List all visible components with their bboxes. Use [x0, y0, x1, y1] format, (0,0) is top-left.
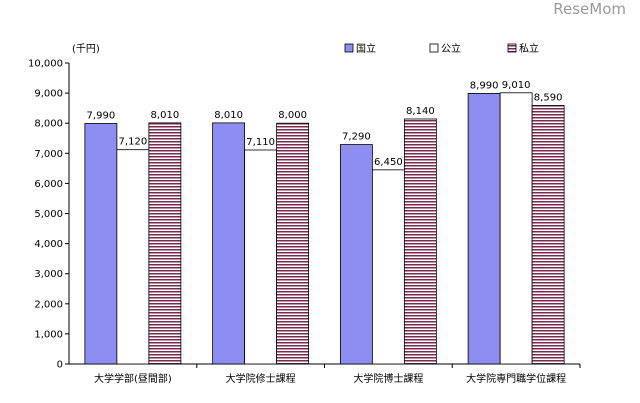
data-label: 7,990 — [87, 111, 116, 122]
bar-2-1 — [116, 149, 150, 365]
bar-2-3 — [371, 169, 405, 365]
y-tick-label: 6,000 — [34, 179, 63, 190]
data-label: 8,590 — [534, 92, 563, 103]
legend-swatch — [344, 43, 354, 53]
category-label: 大学院修士課程 — [226, 372, 296, 385]
legend-swatch — [507, 43, 517, 53]
data-label: 8,010 — [151, 110, 180, 121]
y-tick-label: 9,000 — [34, 89, 63, 100]
data-label: 7,290 — [342, 132, 371, 143]
y-tick-label: 5,000 — [34, 209, 63, 220]
bar-2-2 — [244, 149, 278, 365]
legend-label: 国立 — [356, 42, 376, 55]
category-label: 大学院博士課程 — [353, 372, 423, 385]
data-label: 7,110 — [246, 137, 275, 148]
x-axis-categories: 大学学部(昼間部) 大学院修士課程 大学院博士課程 大学院専門職学位課程 — [94, 364, 581, 385]
data-label: 8,140 — [406, 106, 435, 117]
category-label: 大学学部(昼間部) — [94, 372, 172, 385]
y-tick-label: 0 — [57, 360, 63, 371]
bar-3-2 — [276, 122, 310, 365]
bar-1-2 — [212, 122, 246, 365]
data-label: 8,010 — [214, 110, 243, 121]
y-tick-label: 10,000 — [28, 59, 63, 70]
bar-3-4 — [531, 105, 565, 365]
category-label: 大学院専門職学位課程 — [466, 372, 566, 385]
data-label: 8,990 — [470, 80, 499, 91]
resemom-watermark: ReseMom — [553, 0, 626, 18]
y-tick-label: 1,000 — [34, 329, 63, 340]
legend-swatch — [429, 43, 439, 53]
y-tick-label: 4,000 — [34, 239, 63, 250]
y-axis-ticks: 0 1,000 2,000 3,000 4,000 5,000 6,000 7,000 8,00… — [28, 59, 69, 371]
y-unit-label: (千円) — [72, 43, 100, 55]
data-label: 8,000 — [278, 110, 307, 121]
bar-1-1 — [84, 123, 118, 365]
y-tick-label: 3,000 — [34, 269, 63, 280]
bar-1-4 — [467, 93, 501, 365]
bar-3-3 — [403, 118, 437, 365]
bars — [84, 92, 565, 365]
data-label: 7,120 — [119, 137, 148, 148]
bar-3-1 — [148, 122, 182, 365]
y-tick-label: 8,000 — [34, 119, 63, 130]
legend-label: 私立 — [519, 42, 539, 55]
data-labels: 7,990 7,120 8,010 8,010 7,110 8,000 7,290 6,450… — [87, 80, 563, 168]
y-tick-label: 7,000 — [34, 149, 63, 160]
data-label: 9,010 — [502, 80, 531, 91]
legend: 国立 公立 私立 — [344, 42, 539, 55]
legend-label: 公立 — [441, 42, 461, 55]
bar-2-4 — [499, 92, 533, 365]
bar-1-3 — [339, 144, 373, 365]
data-label: 6,450 — [374, 157, 403, 168]
y-tick-label: 2,000 — [34, 299, 63, 310]
